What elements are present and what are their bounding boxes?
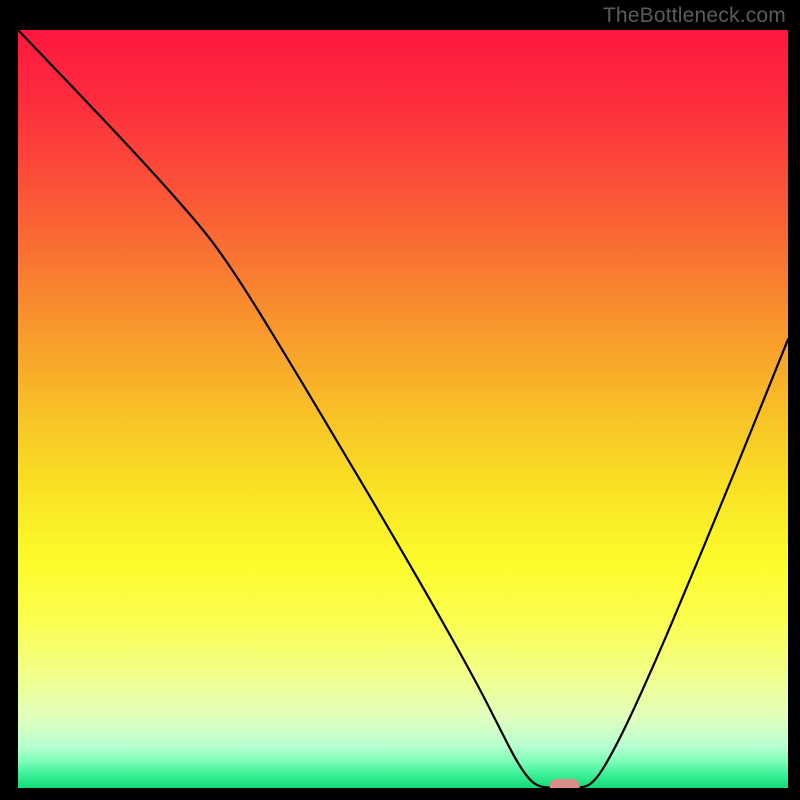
plot-svg — [18, 30, 788, 788]
optimal-marker[interactable] — [550, 779, 580, 788]
watermark-text: TheBottleneck.com — [603, 4, 786, 28]
plot-area — [18, 30, 788, 788]
gradient-background — [18, 30, 788, 788]
chart-frame: TheBottleneck.com — [0, 0, 800, 800]
